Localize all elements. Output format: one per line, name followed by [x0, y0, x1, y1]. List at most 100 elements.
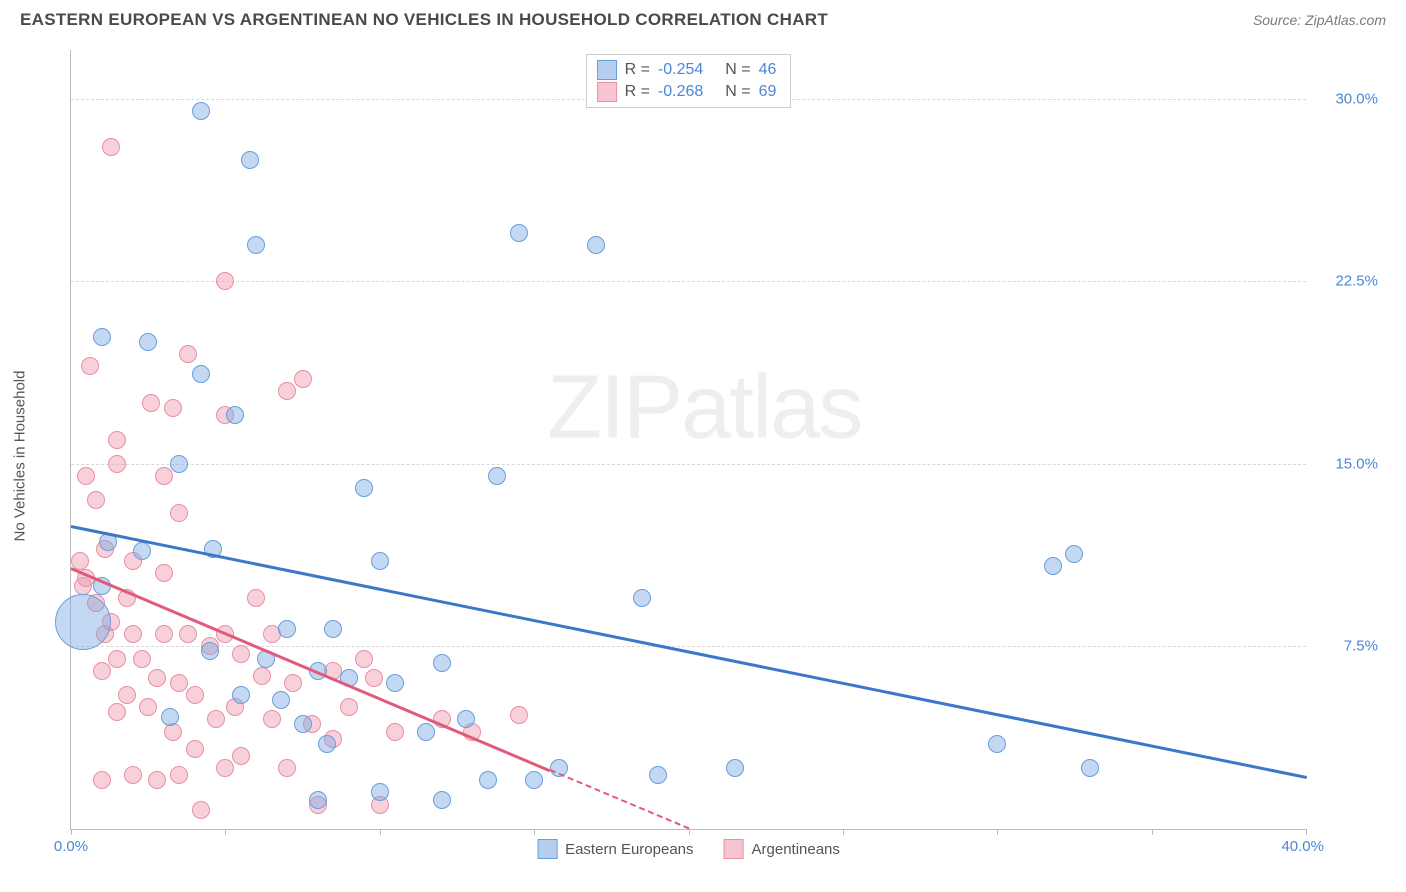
argentinean-point	[108, 703, 126, 721]
bottom-legend: Eastern Europeans Argentineans	[537, 839, 840, 859]
eastern-european-point	[510, 224, 528, 242]
argentinean-point	[87, 491, 105, 509]
eastern-european-point	[1044, 557, 1062, 575]
argentinean-point	[355, 650, 373, 668]
source-label: Source: ZipAtlas.com	[1253, 12, 1386, 28]
eastern-european-point	[192, 102, 210, 120]
eastern-european-point	[417, 723, 435, 741]
eastern-european-point	[587, 236, 605, 254]
eastern-european-point	[192, 365, 210, 383]
argentinean-point	[247, 589, 265, 607]
trend-line	[71, 525, 1307, 779]
argentinean-point	[365, 669, 383, 687]
argentinean-point	[340, 698, 358, 716]
trend-line	[71, 567, 551, 772]
xtick-mark	[225, 829, 226, 835]
ytick-label: 22.5%	[1318, 273, 1378, 290]
chart-header: EASTERN EUROPEAN VS ARGENTINEAN NO VEHIC…	[0, 0, 1406, 36]
legend-item: Argentineans	[724, 839, 840, 859]
stats-n-value: 69	[759, 83, 777, 101]
watermark: ZIPatlas	[547, 357, 861, 460]
stats-r-value: -0.268	[658, 83, 703, 101]
ytick-label: 30.0%	[1318, 90, 1378, 107]
argentinean-point	[148, 771, 166, 789]
eastern-european-point	[232, 686, 250, 704]
watermark-light: atlas	[681, 358, 861, 458]
eastern-european-point	[433, 791, 451, 809]
gridline	[71, 464, 1306, 465]
stats-box: R =-0.254N =46R =-0.268N =69	[586, 54, 792, 108]
ytick-label: 7.5%	[1318, 638, 1378, 655]
argentinean-point	[186, 686, 204, 704]
eastern-european-point	[139, 333, 157, 351]
eastern-european-point	[457, 710, 475, 728]
stats-n-label: N =	[725, 61, 750, 79]
argentinean-point	[118, 686, 136, 704]
argentinean-point	[170, 674, 188, 692]
argentinean-point	[232, 747, 250, 765]
gridline	[71, 281, 1306, 282]
argentinean-point	[386, 723, 404, 741]
legend-label: Eastern Europeans	[565, 841, 693, 858]
xtick-mark	[534, 829, 535, 835]
argentinean-point	[192, 801, 210, 819]
argentinean-point	[133, 650, 151, 668]
eastern-european-point	[93, 328, 111, 346]
eastern-european-point	[309, 791, 327, 809]
argentinean-point	[170, 766, 188, 784]
argentinean-point	[108, 431, 126, 449]
eastern-european-point	[241, 151, 259, 169]
xtick-mark	[843, 829, 844, 835]
trend-line	[550, 769, 690, 829]
stats-row: R =-0.254N =46	[597, 59, 777, 81]
plot-area: ZIPatlas R =-0.254N =46R =-0.268N =69 Ea…	[70, 50, 1306, 830]
eastern-european-point	[479, 771, 497, 789]
legend-item: Eastern Europeans	[537, 839, 693, 859]
eastern-european-point	[371, 552, 389, 570]
argentinean-point	[278, 759, 296, 777]
eastern-european-point	[433, 654, 451, 672]
ytick-label: 15.0%	[1318, 455, 1378, 472]
argentinean-point	[108, 650, 126, 668]
legend-label: Argentineans	[752, 841, 840, 858]
argentinean-point	[294, 370, 312, 388]
argentinean-point	[108, 455, 126, 473]
argentinean-point	[124, 625, 142, 643]
argentinean-point	[170, 504, 188, 522]
argentinean-point	[93, 662, 111, 680]
xtick-mark	[71, 829, 72, 835]
argentinean-point	[102, 138, 120, 156]
argentinean-point	[179, 625, 197, 643]
legend-swatch	[537, 839, 557, 859]
eastern-european-point	[371, 783, 389, 801]
eastern-european-point	[247, 236, 265, 254]
argentinean-point	[253, 667, 271, 685]
eastern-european-point	[1081, 759, 1099, 777]
watermark-bold: ZIP	[547, 358, 681, 458]
argentinean-point	[93, 771, 111, 789]
argentinean-point	[284, 674, 302, 692]
argentinean-point	[510, 706, 528, 724]
argentinean-point	[155, 625, 173, 643]
eastern-european-point	[161, 708, 179, 726]
xtick-label: 0.0%	[54, 838, 88, 855]
argentinean-point	[207, 710, 225, 728]
eastern-european-point	[324, 620, 342, 638]
xtick-mark	[997, 829, 998, 835]
legend-swatch	[724, 839, 744, 859]
argentinean-point	[77, 467, 95, 485]
stats-n-label: N =	[725, 83, 750, 101]
chart-container: No Vehicles in Household ZIPatlas R =-0.…	[50, 50, 1386, 862]
xtick-mark	[1152, 829, 1153, 835]
xtick-mark	[380, 829, 381, 835]
eastern-european-point	[294, 715, 312, 733]
argentinean-point	[148, 669, 166, 687]
eastern-european-point	[272, 691, 290, 709]
stats-n-value: 46	[759, 61, 777, 79]
argentinean-point	[216, 272, 234, 290]
legend-swatch	[597, 82, 617, 102]
argentinean-point	[142, 394, 160, 412]
argentinean-point	[263, 710, 281, 728]
argentinean-point	[155, 564, 173, 582]
stats-r-value: -0.254	[658, 61, 703, 79]
